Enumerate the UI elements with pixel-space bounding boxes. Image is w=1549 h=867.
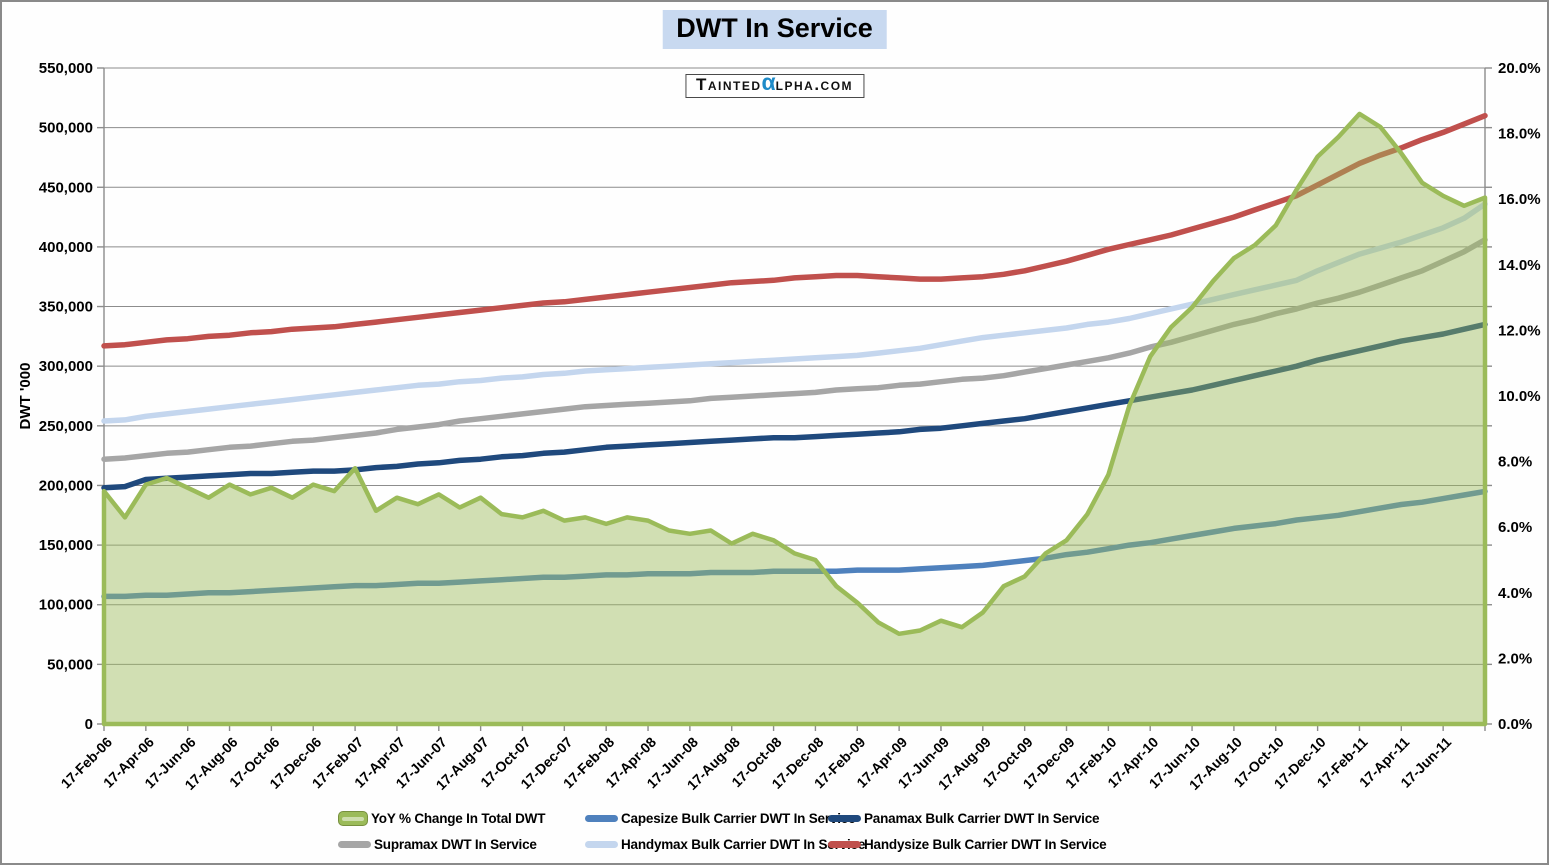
y-tick-label-left: 100,000: [39, 597, 93, 614]
y-tick-label-left: 200,000: [39, 477, 93, 494]
series-line-handymax: [101, 201, 1488, 424]
y-tick-label-left: 150,000: [39, 537, 93, 554]
watermark-alpha-glyph: α: [761, 69, 776, 95]
y-tick-label-right: 10.0%: [1498, 388, 1541, 405]
y-tick-label-left: 550,000: [39, 60, 93, 77]
watermark: Taintedαlpha.com: [684, 71, 865, 98]
legend-item-capesize: Capesize Bulk Carrier DWT In Service: [585, 808, 856, 829]
y-tick-label-left: 400,000: [39, 239, 93, 256]
legend-item-supramax: Supramax DWT In Service: [338, 834, 585, 855]
series: [101, 111, 1488, 727]
legend-item-handysize: Handysize Bulk Carrier DWT In Service: [828, 834, 1258, 855]
y-tick-label-left: 250,000: [39, 418, 93, 435]
series-line-capesize: [101, 488, 1488, 600]
y-tick-label-right: 12.0%: [1498, 322, 1541, 339]
legend-label: Panamax Bulk Carrier DWT In Service: [864, 811, 1100, 826]
y-tick-label-left: 500,000: [39, 120, 93, 137]
legend-marker-handymax: [585, 841, 618, 848]
y-tick-label-right: 14.0%: [1498, 257, 1541, 274]
chart-title: DWT In Service: [662, 10, 887, 49]
series-line-supramax: [101, 237, 1488, 462]
y-tick-label-left: 50,000: [47, 656, 93, 673]
y-tick-label-left: 300,000: [39, 358, 93, 375]
legend-item-panamax: Panamax Bulk Carrier DWT In Service: [828, 808, 1258, 829]
y-tick-label-right: 0.0%: [1498, 716, 1532, 733]
y-tick-label-left: 350,000: [39, 299, 93, 316]
y-tick-label-left: 450,000: [39, 179, 93, 196]
y-tick-label-right: 2.0%: [1498, 650, 1532, 667]
legend-marker-supramax: [338, 841, 371, 848]
y-axis-title: DWT '000: [17, 363, 34, 430]
legend-marker-panamax: [828, 815, 861, 822]
y-tick-label-right: 8.0%: [1498, 454, 1532, 471]
legend-label: Supramax DWT In Service: [374, 837, 537, 852]
legend-marker-capesize: [585, 815, 618, 822]
legend-marker-handysize: [828, 841, 861, 848]
legend: YoY % Change In Total DWT Capesize Bulk C…: [338, 808, 1258, 855]
y-tick-label-right: 4.0%: [1498, 585, 1532, 602]
y-tick-label-right: 18.0%: [1498, 126, 1541, 143]
series-line-handysize: [101, 112, 1488, 349]
y-tick-label-right: 16.0%: [1498, 191, 1541, 208]
y-tick-label-right: 20.0%: [1498, 60, 1541, 77]
series-line-panamax: [101, 321, 1488, 491]
legend-marker-yoy: [338, 811, 368, 826]
legend-label: YoY % Change In Total DWT: [371, 811, 546, 826]
legend-item-yoy: YoY % Change In Total DWT: [338, 808, 585, 829]
legend-label: Handysize Bulk Carrier DWT In Service: [864, 837, 1107, 852]
watermark-text-right: lpha.com: [775, 75, 854, 94]
legend-item-handymax: Handymax Bulk Carrier DWT In Service: [585, 834, 865, 855]
y-tick-label-left: 0: [85, 716, 93, 733]
legend-label: Handymax Bulk Carrier DWT In Service: [621, 837, 866, 852]
series-area-yoy: [101, 111, 1488, 727]
legend-label: Capesize Bulk Carrier DWT In Service: [621, 811, 856, 826]
y-tick-label-right: 6.0%: [1498, 519, 1532, 536]
watermark-text-left: Tainted: [695, 75, 762, 94]
